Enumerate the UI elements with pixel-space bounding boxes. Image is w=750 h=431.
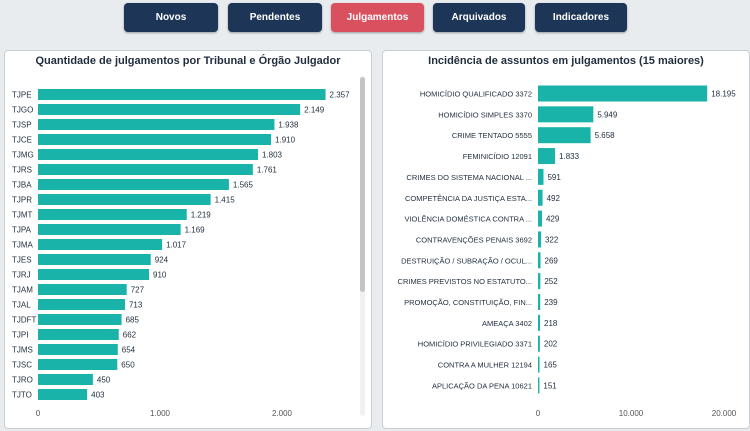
tribunal-category-label: TJSP <box>12 121 32 130</box>
tribunal-category-label: TJMG <box>12 151 34 160</box>
tribunal-bar <box>38 89 326 100</box>
tribunal-value-label: 1.017 <box>166 241 187 250</box>
tribunal-value-label: 450 <box>97 376 111 385</box>
tribunal-value-label: 713 <box>129 301 143 310</box>
tribunal-value-label: 910 <box>153 271 167 280</box>
tribunal-value-label: 1.169 <box>185 226 206 235</box>
tribunal-value-label: 685 <box>126 316 140 325</box>
tribunal-category-label: TJCE <box>12 136 32 145</box>
tribunal-category-label: TJPR <box>12 196 32 205</box>
tribunal-category-label: TJPE <box>12 91 32 100</box>
top-navigation: Novos Pendentes Julgamentos Arquivados I… <box>0 3 750 33</box>
tribunal-x-tick-label: 0 <box>36 409 41 418</box>
tribunal-bar <box>38 224 181 235</box>
tribunal-category-label: TJDFT <box>12 316 37 325</box>
tribunal-bar <box>38 134 272 145</box>
tribunal-value-label: 727 <box>131 286 145 295</box>
tribunal-category-label: TJRO <box>12 376 33 385</box>
tribunal-category-label: TJGO <box>12 106 33 115</box>
tribunal-category-label: TJAL <box>12 301 31 310</box>
tribunal-value-label: 924 <box>155 256 169 265</box>
tribunal-value-label: 1.219 <box>191 211 212 220</box>
tribunal-value-label: 1.938 <box>278 121 299 130</box>
tribunal-category-label: TJES <box>12 256 32 265</box>
tribunal-category-label: TJAM <box>12 286 33 295</box>
tribunal-bar <box>38 269 150 280</box>
tribunal-value-label: 2.149 <box>304 106 325 115</box>
tribunal-value-label: 1.415 <box>215 196 236 205</box>
tribunal-category-label: TJMA <box>12 241 34 250</box>
tribunal-bar <box>38 239 163 250</box>
tribunal-bar <box>38 389 88 400</box>
tribunal-value-label: 650 <box>121 361 135 370</box>
tribunal-category-label: TJMS <box>12 346 33 355</box>
tribunal-chart-scrollbar-thumb[interactable] <box>360 77 365 292</box>
tribunal-value-label: 1.761 <box>257 166 278 175</box>
nav-button-pendentes[interactable]: Pendentes <box>228 3 322 32</box>
nav-button-arquivados[interactable]: Arquivados <box>433 3 525 32</box>
tribunal-category-label: TJSC <box>12 361 32 370</box>
tribunal-bar <box>38 329 119 340</box>
tribunal-category-label: TJMT <box>12 211 33 220</box>
tribunal-bar <box>38 344 118 355</box>
tribunal-value-label: 1.910 <box>275 136 296 145</box>
tribunal-value-label: 2.357 <box>330 91 351 100</box>
tribunal-value-label: 1.803 <box>262 151 283 160</box>
tribunal-bar <box>38 359 118 370</box>
tribunal-bar <box>38 164 253 175</box>
tribunal-bar <box>38 104 301 115</box>
tribunal-bar <box>38 179 229 190</box>
tribunal-x-tick-label: 1.000 <box>150 409 171 418</box>
tribunal-bar <box>38 284 127 295</box>
tribunal-category-label: TJRS <box>12 166 32 175</box>
tribunal-category-label: TJBA <box>12 181 32 190</box>
tribunal-category-label: TJPI <box>12 331 28 340</box>
tribunal-category-label: TJPA <box>12 226 32 235</box>
nav-button-julgamentos[interactable]: Julgamentos <box>331 3 424 32</box>
tribunal-chart-title: Quantidade de julgamentos por Tribunal e… <box>35 55 341 67</box>
assuntos-chart-title: Incidência de assuntos em julgamentos (1… <box>428 55 704 67</box>
tribunal-bar <box>38 314 122 325</box>
tribunal-bar <box>38 119 275 130</box>
tribunal-bar <box>38 194 211 205</box>
tribunal-bar <box>38 299 125 310</box>
tribunal-value-label: 662 <box>123 331 137 340</box>
tribunal-bar <box>38 209 187 220</box>
tribunal-category-label: TJRJ <box>12 271 31 280</box>
tribunal-bar <box>38 254 151 265</box>
tribunal-value-label: 654 <box>122 346 136 355</box>
tribunal-value-label: 403 <box>91 391 105 400</box>
tribunal-bar <box>38 149 258 160</box>
tribunal-bar <box>38 374 93 385</box>
tribunal-x-tick-label: 2.000 <box>272 409 293 418</box>
nav-button-indicadores[interactable]: Indicadores <box>535 3 627 32</box>
nav-button-novos[interactable]: Novos <box>124 3 218 32</box>
tribunal-category-label: TJTO <box>12 391 32 400</box>
tribunal-value-label: 1.565 <box>233 181 254 190</box>
